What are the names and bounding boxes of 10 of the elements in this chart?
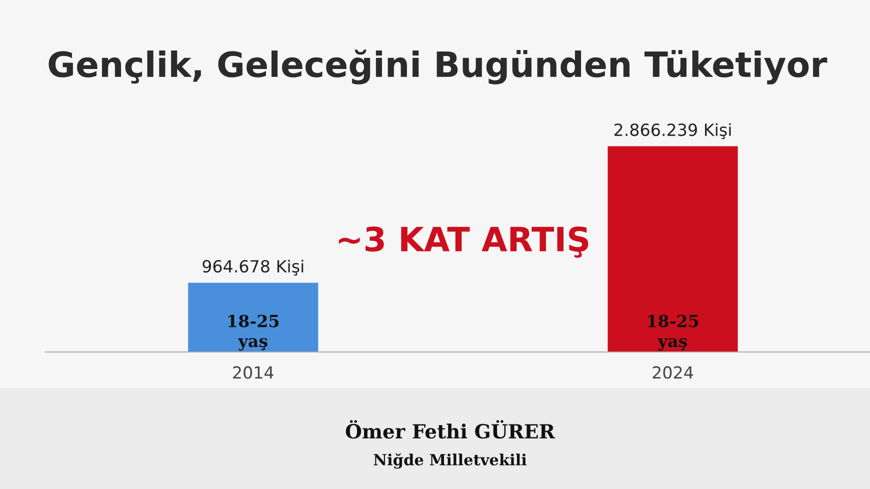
chart-title: Gençlik, Geleceğini Bugünden Tüketiyor bbox=[48, 50, 828, 84]
data-label: 964.678 Kişi bbox=[202, 260, 304, 276]
text: Ömer Fethi GÜRER bbox=[346, 420, 556, 439]
annotation: ~3 KAT ARTIŞ bbox=[338, 226, 588, 258]
x-tick-label: 2024 bbox=[652, 366, 694, 379]
annotation: 18-25 yaş bbox=[648, 314, 698, 351]
annotation: 18-25 yaş bbox=[228, 314, 279, 351]
text: Niğde Milletvekili bbox=[374, 453, 527, 469]
data-label: 2.866.239 Kişi bbox=[614, 123, 731, 140]
x-tick-label: 2014 bbox=[233, 366, 274, 379]
